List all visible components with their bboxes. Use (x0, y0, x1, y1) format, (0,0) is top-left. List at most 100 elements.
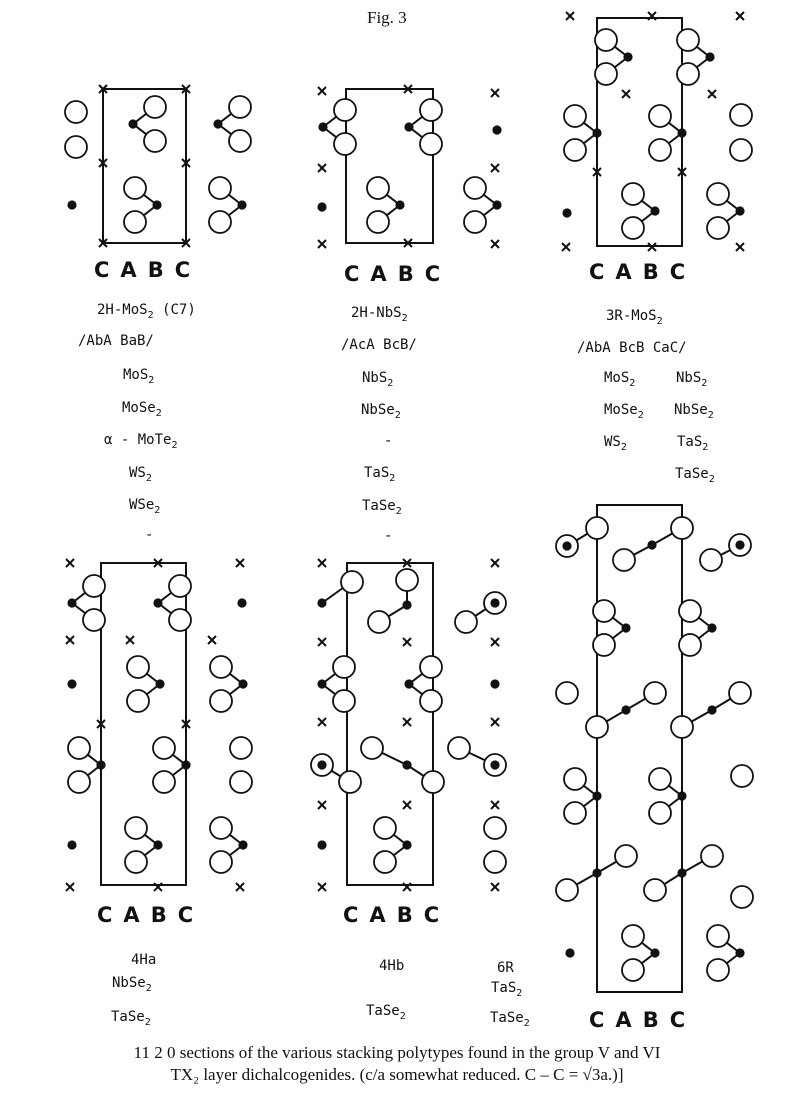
chalcogen-atom (209, 655, 233, 679)
lattice-site-x (647, 242, 657, 252)
lattice-site-x (153, 558, 163, 568)
compound-mose2: MoSe2 (122, 400, 162, 419)
lattice-site-x (181, 719, 191, 729)
chalcogen-atom (82, 608, 106, 632)
metal-atom (592, 868, 602, 878)
metal-atom (705, 52, 715, 62)
chalcogen-atom (621, 958, 645, 982)
chalcogen-atom (699, 548, 723, 572)
lattice-site-x (402, 637, 412, 647)
lattice-site-x (235, 882, 245, 892)
lattice-site-x (490, 800, 500, 810)
chalcogen-atom (143, 95, 167, 119)
chalcogen-atom (648, 801, 672, 825)
metal-atom (592, 791, 602, 801)
metal-atom (562, 541, 572, 551)
lattice-site-x (490, 637, 500, 647)
chalcogen-atom (563, 801, 587, 825)
panel-6r-name: 6R (497, 960, 514, 976)
chalcogen-atom (228, 129, 252, 153)
panel-3r-mos2-name: 3R-MoS2 (606, 308, 663, 327)
metal-atom (238, 679, 248, 689)
chalcogen-atom (419, 689, 443, 713)
chalcogen-atom (592, 599, 616, 623)
metal-atom (402, 840, 412, 850)
panel-2h-nbs2-name: 2H-NbS2 (351, 305, 408, 324)
compound-mos2: MoS2 (123, 367, 155, 386)
compound-none: - (145, 527, 154, 543)
chalcogen-atom (621, 216, 645, 240)
lattice-site-x (65, 635, 75, 645)
chalcogen-atom (123, 176, 147, 200)
chalcogen-atom (208, 176, 232, 200)
chalcogen-atom (373, 850, 397, 874)
chalcogen-atom (700, 844, 724, 868)
metal-atom (490, 598, 500, 608)
chalcogen-atom (729, 138, 753, 162)
chalcogen-atom (648, 138, 672, 162)
metal-atom (317, 760, 327, 770)
chalcogen-atom (614, 844, 638, 868)
figure-title: Fig. 3 (367, 8, 407, 27)
compound-mos2: MoS2 (604, 370, 636, 389)
compound-tase2: TaSe2 (362, 498, 402, 517)
chalcogen-atom (67, 770, 91, 794)
chalcogen-atom (366, 176, 390, 200)
panel-2h-nbs2-sequence: /AcA BcB/ (341, 337, 417, 353)
panel-4hb-name: 4Hb (379, 958, 405, 974)
metal-atom (707, 705, 717, 715)
metal-atom (565, 948, 575, 958)
chalcogen-atom (209, 850, 233, 874)
metal-atom (67, 840, 77, 850)
chalcogen-atom (706, 216, 730, 240)
chalcogen-atom (643, 681, 667, 705)
metal-atom (707, 623, 717, 633)
lattice-site-x (402, 882, 412, 892)
metal-atom (735, 206, 745, 216)
chalcogen-atom (594, 28, 618, 52)
lattice-site-x (153, 882, 163, 892)
chalcogen-atom (143, 129, 167, 153)
chalcogen-atom (563, 138, 587, 162)
metal-atom (317, 202, 327, 212)
chalcogen-atom (447, 736, 471, 760)
panel-2h-mos2-name: 2H-MoS2 (C7) (97, 302, 196, 321)
chalcogen-atom (333, 132, 357, 156)
lattice-site-x (490, 88, 500, 98)
metal-atom (677, 868, 687, 878)
chalcogen-atom (670, 516, 694, 540)
chalcogen-atom (592, 633, 616, 657)
metal-atom (735, 540, 745, 550)
lattice-site-x (647, 11, 657, 21)
metal-atom (237, 200, 247, 210)
chalcogen-atom (123, 210, 147, 234)
lattice-site-x (677, 167, 687, 177)
metal-atom (402, 760, 412, 770)
compound-tase2: TaSe2 (111, 1009, 151, 1028)
figure-caption-line-2: TX₂ layer dichalcogenides. (c/a somewhat… (170, 1065, 624, 1084)
metal-atom (623, 52, 633, 62)
chalcogen-atom (421, 770, 445, 794)
chalcogen-atom (563, 104, 587, 128)
lattice-site-x (317, 717, 327, 727)
metal-atom (621, 623, 631, 633)
compound-tase2: TaSe2 (490, 1010, 530, 1029)
chalcogen-atom (648, 104, 672, 128)
chalcogen-atom (585, 715, 609, 739)
compound-wse2: WSe2 (129, 497, 161, 516)
chalcogen-atom (563, 767, 587, 791)
chalcogen-atom (419, 98, 443, 122)
chalcogen-atom (168, 608, 192, 632)
chalcogen-atom (124, 850, 148, 874)
chalcogen-atom (340, 570, 364, 594)
lattice-site-x (317, 558, 327, 568)
chalcogen-atom (395, 568, 419, 592)
lattice-site-x (707, 89, 717, 99)
chalcogen-atom (676, 28, 700, 52)
metal-atom (490, 760, 500, 770)
chalcogen-atom (126, 689, 150, 713)
panel-2h-mos2-sequence: /AbA BaB/ (78, 333, 154, 349)
metal-atom (317, 598, 327, 608)
chalcogen-atom (612, 548, 636, 572)
layer-labels-2h-nbs2: CABC (344, 262, 452, 286)
